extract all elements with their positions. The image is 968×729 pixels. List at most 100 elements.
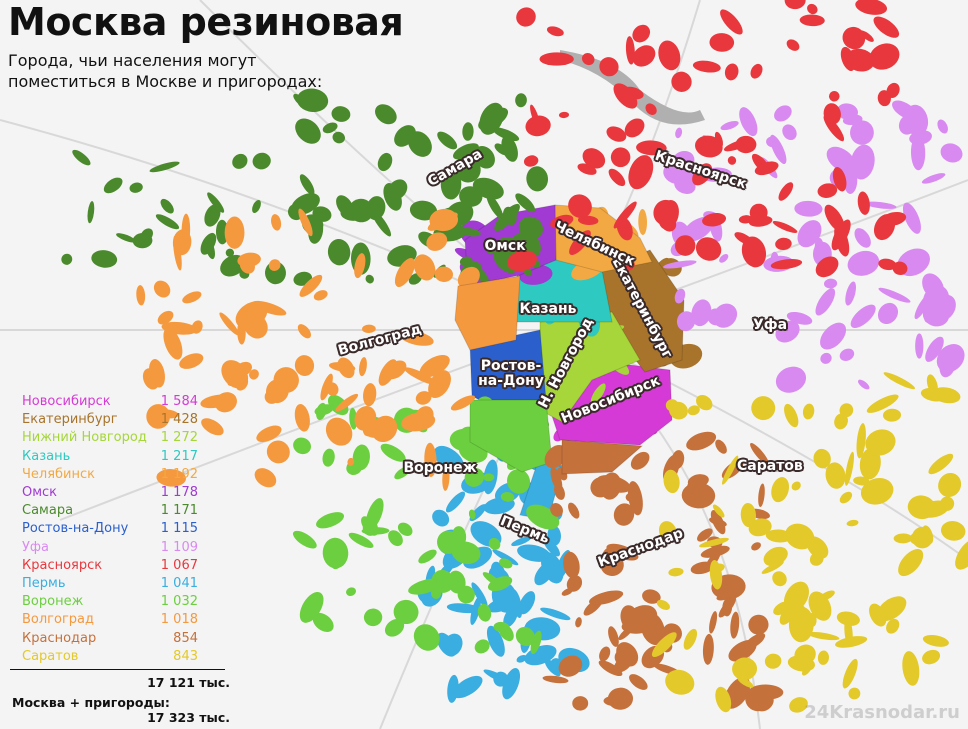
region-patch bbox=[877, 90, 891, 107]
region-patch bbox=[542, 675, 569, 684]
region-patch bbox=[702, 212, 727, 227]
legend-value: 1 584 bbox=[160, 394, 198, 409]
subtitle: Города, чьи населения могут поместиться … bbox=[8, 51, 323, 91]
region-patch bbox=[518, 591, 536, 615]
region-patch bbox=[878, 258, 897, 271]
region-patch bbox=[296, 88, 329, 113]
legend-row: Челябинск 1 192 bbox=[22, 467, 198, 485]
region-patch bbox=[784, 0, 806, 10]
legend-row: Новосибирск 1 584 bbox=[22, 394, 198, 412]
region-patch bbox=[221, 360, 249, 389]
region-patch bbox=[675, 127, 683, 139]
region-patch bbox=[452, 675, 483, 699]
region-patch bbox=[926, 374, 938, 395]
region-patch bbox=[568, 194, 592, 218]
region-patch bbox=[825, 462, 846, 489]
region-patch bbox=[313, 290, 328, 301]
legend-value: 1 109 bbox=[160, 539, 198, 555]
region-patch bbox=[455, 157, 481, 183]
region-patch bbox=[764, 653, 782, 669]
region-patch bbox=[330, 549, 344, 570]
region-patch bbox=[727, 156, 737, 165]
region-patch bbox=[629, 674, 648, 690]
region-patch bbox=[299, 174, 315, 195]
region-patch bbox=[299, 591, 324, 623]
region-patch bbox=[308, 217, 324, 244]
region-patch bbox=[163, 327, 183, 360]
region-patch bbox=[783, 581, 810, 612]
region-patch bbox=[252, 199, 261, 214]
region-patch bbox=[299, 274, 323, 297]
region-patch bbox=[858, 379, 870, 390]
region-patch bbox=[268, 259, 281, 271]
legend-value: 1 067 bbox=[160, 557, 198, 573]
region-patch bbox=[191, 320, 203, 334]
region-patch bbox=[817, 650, 829, 665]
region-patch bbox=[848, 687, 861, 700]
region-patch bbox=[751, 542, 761, 551]
region-patch bbox=[414, 406, 434, 428]
region-patch bbox=[750, 63, 763, 79]
region-patch bbox=[869, 603, 887, 627]
region-patch bbox=[722, 598, 733, 617]
region-patch bbox=[671, 450, 685, 470]
region-patch bbox=[730, 611, 740, 639]
region-patch bbox=[516, 7, 536, 27]
region-patch bbox=[572, 696, 589, 711]
region-patch bbox=[859, 447, 881, 480]
region-patch bbox=[621, 259, 635, 271]
region-patch bbox=[624, 118, 645, 138]
region-patch bbox=[826, 146, 856, 173]
region-patch bbox=[424, 442, 437, 478]
region-patch bbox=[789, 697, 808, 713]
region-patch bbox=[149, 161, 180, 173]
legend-row: Казань 1 217 bbox=[22, 449, 198, 467]
region-patch bbox=[426, 232, 448, 251]
region-patch bbox=[397, 522, 413, 536]
region-patch bbox=[772, 571, 787, 587]
region-patch bbox=[788, 606, 814, 643]
region-patch bbox=[855, 0, 888, 15]
region-patch bbox=[510, 589, 523, 619]
region-patch bbox=[787, 655, 816, 672]
region-patch bbox=[148, 359, 165, 388]
legend-value: 1 041 bbox=[160, 576, 198, 591]
region-patch bbox=[561, 439, 644, 475]
region-patch bbox=[710, 510, 726, 535]
region-patch bbox=[651, 632, 677, 658]
region-patch bbox=[656, 599, 670, 610]
legend-value: 1 192 bbox=[160, 466, 198, 482]
region-patch bbox=[515, 193, 536, 213]
region-patch bbox=[771, 477, 790, 503]
region-patch bbox=[561, 587, 574, 596]
region-patch bbox=[399, 330, 434, 346]
region-patch bbox=[857, 191, 870, 215]
legend-value: 1 115 bbox=[160, 521, 198, 537]
region-patch bbox=[820, 352, 832, 364]
region-patch bbox=[829, 90, 840, 102]
region-patch bbox=[543, 538, 560, 557]
legend-value: 1 171 bbox=[160, 503, 198, 519]
region-patch bbox=[393, 599, 419, 625]
region-patch bbox=[157, 310, 174, 325]
region-patch bbox=[616, 216, 633, 241]
region-patch bbox=[813, 448, 831, 469]
region-patch bbox=[457, 585, 475, 604]
region-patch bbox=[665, 669, 695, 695]
region-patch bbox=[751, 396, 776, 421]
region-patch bbox=[546, 26, 564, 37]
region-patch bbox=[204, 204, 221, 227]
region-patch bbox=[540, 607, 571, 621]
region-patch bbox=[293, 437, 312, 455]
region-patch bbox=[292, 530, 317, 549]
region-patch bbox=[775, 237, 792, 251]
region-patch bbox=[630, 451, 650, 470]
region-patch bbox=[683, 628, 698, 650]
region-patch bbox=[582, 148, 606, 169]
region-patch bbox=[588, 590, 624, 605]
map-label: Омск bbox=[484, 238, 526, 254]
region-patch bbox=[909, 531, 934, 546]
title: Москва резиновая bbox=[8, 0, 404, 44]
region-patch bbox=[432, 509, 450, 527]
region-patch bbox=[722, 455, 739, 485]
